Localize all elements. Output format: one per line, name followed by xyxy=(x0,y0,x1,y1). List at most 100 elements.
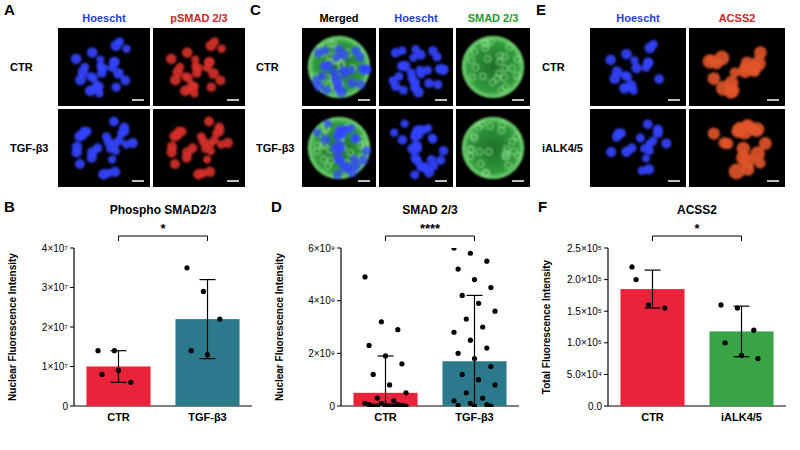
nucleus xyxy=(644,58,653,67)
data-point xyxy=(375,396,380,401)
nucleus xyxy=(97,68,107,78)
nucleus xyxy=(416,162,426,172)
data-point xyxy=(751,328,756,333)
tick xyxy=(70,327,74,328)
nucleus xyxy=(630,56,638,64)
data-point xyxy=(488,364,493,369)
nucleus xyxy=(217,44,226,53)
data-point xyxy=(629,264,634,269)
data-point xyxy=(387,382,392,387)
error-line xyxy=(118,351,119,383)
cell-outline xyxy=(514,56,520,62)
image-content xyxy=(167,117,233,180)
image-content xyxy=(462,117,524,179)
nucleus xyxy=(612,66,622,76)
cell-outline xyxy=(468,146,474,152)
nucleus xyxy=(167,142,177,152)
nucleus xyxy=(189,82,199,92)
scale-bar xyxy=(132,180,144,182)
data-point xyxy=(371,372,376,377)
image-background xyxy=(456,28,530,106)
category-label: CTR xyxy=(641,411,664,423)
data-point xyxy=(383,353,388,358)
data-point xyxy=(488,403,493,407)
nucleus xyxy=(661,138,671,148)
nucleus xyxy=(203,155,211,163)
nucleus xyxy=(109,57,120,68)
tick xyxy=(70,287,74,288)
nucleus xyxy=(433,80,442,89)
tick-label: 0 xyxy=(329,401,335,412)
tick xyxy=(604,342,608,343)
nucleus xyxy=(351,135,360,144)
data-point xyxy=(633,277,638,282)
scale-bar xyxy=(358,180,370,182)
scale-bar xyxy=(767,99,779,101)
image-content xyxy=(462,36,524,98)
tick xyxy=(604,406,608,407)
scale-bar xyxy=(512,180,524,182)
data-point xyxy=(95,348,100,353)
tick-label: 2.5×10⁵ xyxy=(567,243,602,254)
nucleus xyxy=(336,87,347,98)
data-point xyxy=(472,277,477,282)
spheroid xyxy=(462,36,524,98)
nucleus xyxy=(87,47,98,58)
data-point xyxy=(455,403,460,407)
error-bar xyxy=(378,356,394,407)
data-point xyxy=(455,266,460,271)
cell-outline xyxy=(504,153,510,159)
nucleus xyxy=(94,82,104,92)
category-label: CTR xyxy=(107,411,130,423)
nucleus xyxy=(606,147,616,157)
tick xyxy=(337,353,341,354)
nucleus xyxy=(748,64,760,76)
tick xyxy=(337,248,341,249)
nucleus xyxy=(182,152,192,162)
nucleus xyxy=(113,68,124,79)
image-content xyxy=(72,117,138,180)
tick xyxy=(604,248,608,249)
scale-bar xyxy=(227,99,239,101)
column-label: pSMAD 2/3 xyxy=(170,12,227,24)
error-line xyxy=(207,280,208,359)
tick xyxy=(70,366,74,367)
error-cap xyxy=(200,358,216,359)
data-point xyxy=(484,345,489,350)
nucleus xyxy=(208,68,219,79)
row-label: TGF-β3 xyxy=(10,142,49,154)
image-background xyxy=(379,109,453,187)
scale-bar xyxy=(132,99,144,101)
nucleus xyxy=(621,146,632,157)
nucleus xyxy=(623,72,632,81)
category-label: iALK4/5 xyxy=(721,411,762,423)
nucleus xyxy=(649,40,658,49)
data-point xyxy=(112,348,117,353)
significance: * xyxy=(694,221,700,236)
cell-outline xyxy=(499,121,505,127)
nucleus xyxy=(413,145,422,154)
cell-outline xyxy=(514,73,520,79)
image-background xyxy=(689,28,785,106)
data-point xyxy=(403,390,408,395)
tick xyxy=(337,406,341,407)
error-cap xyxy=(467,295,483,296)
scale-bar xyxy=(668,99,680,101)
column-label: Hoescht xyxy=(82,12,126,24)
nucleus xyxy=(645,146,654,155)
panel-letter: B xyxy=(4,198,15,215)
nucleus xyxy=(708,128,720,140)
cell-outline xyxy=(513,134,519,140)
nucleus xyxy=(399,86,408,95)
tick-label: 0 xyxy=(62,401,68,412)
nucleus xyxy=(210,37,219,46)
tick-label: 4×10⁷ xyxy=(42,243,69,254)
cell-outline xyxy=(502,84,508,90)
image-background xyxy=(153,109,245,187)
image-content xyxy=(308,117,371,179)
image-background xyxy=(302,109,376,187)
nucleus xyxy=(109,117,119,127)
data-point xyxy=(464,317,469,322)
image-background xyxy=(456,109,530,187)
nucleus xyxy=(204,57,215,68)
